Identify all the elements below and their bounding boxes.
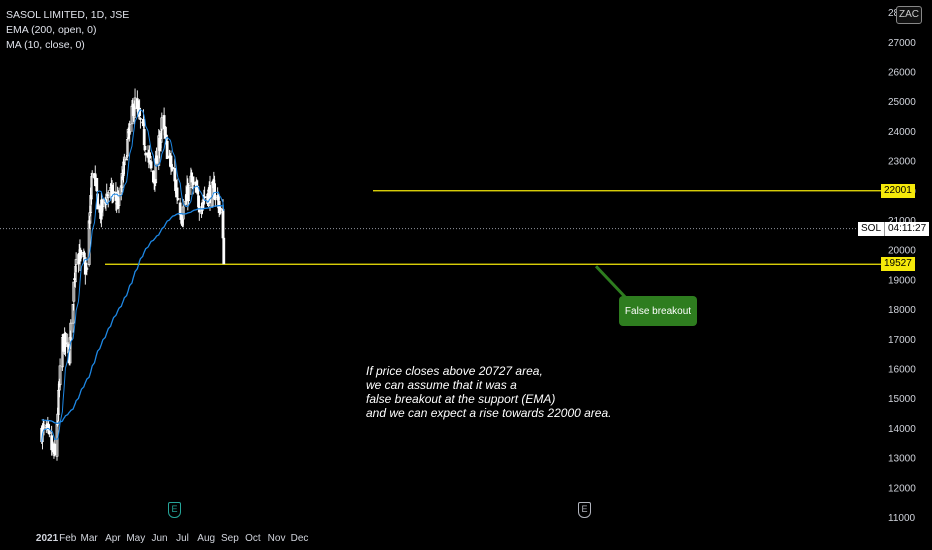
down-candle xyxy=(112,191,116,193)
x-tick-label: 2021 xyxy=(36,533,59,544)
y-tick-label: 17000 xyxy=(888,335,916,346)
down-candle xyxy=(176,198,180,200)
up-candle xyxy=(58,365,62,386)
y-tick-label: 14000 xyxy=(888,424,916,435)
symbol-price-tag: SOL xyxy=(858,221,886,236)
down-candle xyxy=(143,145,147,150)
legend-ma: MA (10, close, 0) xyxy=(6,39,85,51)
legend-symbol: SASOL LIMITED, 1D, JSE xyxy=(6,9,130,21)
x-tick-label: Nov xyxy=(268,533,286,544)
up-candle xyxy=(106,192,110,199)
down-candle xyxy=(171,166,174,170)
up-candle xyxy=(181,206,185,220)
support-price-tag: 19527 xyxy=(881,257,915,272)
note-line: false breakout at the support (EMA) xyxy=(366,392,556,406)
down-candle xyxy=(47,424,50,431)
ema-200-line xyxy=(41,204,225,424)
down-candle xyxy=(138,118,142,120)
down-candle xyxy=(142,118,145,127)
y-tick-label: 18000 xyxy=(888,305,916,316)
up-candle xyxy=(87,220,91,265)
y-tick-label: 12000 xyxy=(888,483,916,494)
up-candle xyxy=(69,322,73,340)
x-tick-label: May xyxy=(126,533,145,544)
down-candle xyxy=(155,155,158,164)
y-tick-label: 16000 xyxy=(888,365,916,376)
x-tick-label: Jul xyxy=(176,533,189,544)
x-tick-label: Feb xyxy=(59,533,77,544)
note-line: If price closes above 20727 area, xyxy=(366,364,543,378)
y-tick-label: 20000 xyxy=(888,246,916,257)
y-tick-label: 23000 xyxy=(888,157,916,168)
down-candle xyxy=(175,187,179,198)
down-candle xyxy=(144,152,148,156)
x-tick-label: Oct xyxy=(245,533,261,544)
chart-legend: SASOL LIMITED, 1D, JSE EMA (200, open, 0… xyxy=(6,8,129,53)
up-candle xyxy=(125,158,129,161)
up-candle xyxy=(125,138,129,157)
y-tick-label: 15000 xyxy=(888,394,916,405)
up-candle xyxy=(187,185,190,201)
analysis-note: If price closes above 20727 area, we can… xyxy=(366,364,611,420)
up-candle xyxy=(90,176,93,200)
x-tick-label: Mar xyxy=(81,533,99,544)
up-candle xyxy=(73,266,77,283)
y-tick-label: 19000 xyxy=(888,275,916,286)
y-tick-label: 24000 xyxy=(888,127,916,138)
x-tick-label: Aug xyxy=(197,533,215,544)
down-candle xyxy=(95,178,99,192)
note-line: we can assume that it was a xyxy=(366,378,517,392)
down-candle xyxy=(222,237,226,265)
earnings-icon[interactable]: E xyxy=(168,502,181,518)
x-tick-label: Sep xyxy=(221,533,239,544)
x-tick-label: Jun xyxy=(151,533,167,544)
ma-10-line xyxy=(41,109,225,442)
resistance-price-tag: 22001 xyxy=(881,183,915,198)
up-candle xyxy=(42,424,46,429)
currency-label[interactable]: ZAC xyxy=(896,6,922,24)
note-line: and we can expect a rise towards 22000 a… xyxy=(366,406,612,420)
down-candle xyxy=(64,332,67,348)
y-tick-label: 21000 xyxy=(888,216,916,227)
x-tick-label: Apr xyxy=(105,533,121,544)
y-tick-label: 13000 xyxy=(888,454,916,465)
down-candle xyxy=(149,161,153,169)
up-candle xyxy=(132,106,136,119)
up-candle xyxy=(85,267,89,270)
up-candle xyxy=(117,193,121,206)
up-candle xyxy=(101,199,105,208)
up-candle xyxy=(72,281,76,302)
false-breakout-callout[interactable]: False breakout xyxy=(619,296,697,326)
up-candle xyxy=(122,156,126,166)
down-candle xyxy=(165,140,169,160)
down-candle xyxy=(47,431,51,435)
down-candle xyxy=(162,115,166,130)
x-tick-label: Dec xyxy=(291,533,309,544)
down-candle xyxy=(203,196,207,199)
down-candle xyxy=(114,191,118,201)
down-candle xyxy=(148,152,151,159)
legend-ema: EMA (200, open, 0) xyxy=(6,24,97,36)
y-tick-label: 27000 xyxy=(888,38,916,49)
up-candle xyxy=(128,123,132,135)
y-tick-label: 11000 xyxy=(888,513,916,524)
down-candle xyxy=(53,443,57,455)
countdown-tag: 04:11:27 xyxy=(885,221,930,236)
up-candle xyxy=(71,304,75,324)
y-tick-label: 26000 xyxy=(888,68,916,79)
down-candle xyxy=(169,155,173,168)
earnings-icon[interactable]: E xyxy=(578,502,591,518)
callout-pointer xyxy=(594,265,630,302)
down-candle xyxy=(142,129,146,146)
y-tick-label: 25000 xyxy=(888,97,916,108)
